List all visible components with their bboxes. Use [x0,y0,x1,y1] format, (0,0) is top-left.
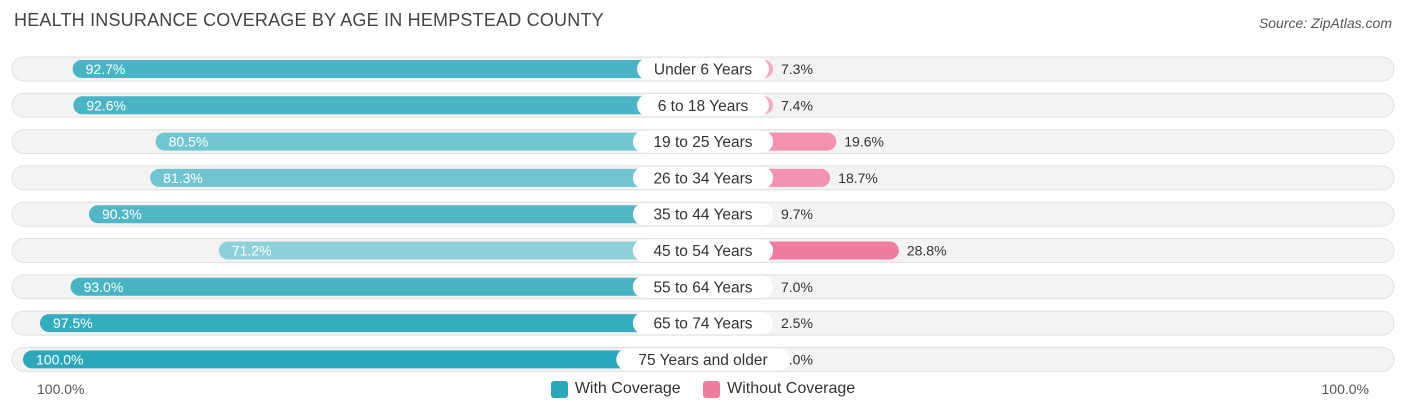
with-coverage-bar [70,277,704,296]
with-coverage-label: 92.7% [86,61,126,77]
with-coverage-label: 90.3% [102,206,142,222]
legend-item-without-coverage[interactable]: Without Coverage [703,380,855,398]
with-coverage-label: 81.3% [163,170,203,186]
legend: With Coverage Without Coverage [0,380,1406,403]
without-coverage-label: 7.3% [781,61,813,77]
with-coverage-bar [150,168,703,187]
axis-left-label: 100.0% [37,381,85,397]
without-coverage-label: 28.8% [907,243,947,259]
with-coverage-label: 80.5% [169,134,209,150]
legend-label-without-coverage: Without Coverage [727,380,856,397]
category-label: 6 to 18 Years [658,98,749,115]
legend-label-with-coverage: With Coverage [574,380,681,397]
without-coverage-label: 7.4% [781,97,813,113]
category-label: Under 6 Years [654,62,752,79]
chart-title: HEALTH INSURANCE COVERAGE BY AGE IN HEMP… [14,10,604,30]
legend-swatch-without-coverage [703,380,721,398]
with-coverage-label: 92.6% [86,97,126,113]
chart-row: 92.6% 7.4% 6 to 18 Years [11,92,1395,118]
with-coverage-bar [72,60,703,78]
category-pill [632,275,774,298]
chart-row: 71.2% 28.8% 45 to 54 Years [11,238,1395,263]
legend-swatch-with-coverage [550,380,568,398]
category-label: 55 to 64 Years [653,279,752,296]
category-pill [632,203,774,226]
chart-row: 80.5% 19.6% 19 to 25 Years [11,129,1395,155]
without-coverage-label: 19.6% [844,134,884,150]
category-pill [632,166,774,189]
with-coverage-bar [40,314,703,333]
chart-row: 100.0% 0.0% 75 Years and older [11,346,1395,372]
category-label: 45 to 54 Years [653,243,752,260]
category-pill [637,94,769,117]
category-pill [616,348,790,371]
without-coverage-label: 7.0% [781,279,813,295]
with-coverage-bar [218,241,703,260]
category-pill [632,130,774,153]
without-coverage-label: 9.7% [781,206,813,222]
with-coverage-bar [23,350,703,369]
category-label: 19 to 25 Years [653,134,752,151]
with-coverage-label: 100.0% [36,351,83,367]
category-pill [632,239,774,262]
without-coverage-label: 0.0% [781,351,813,367]
with-coverage-label: 93.0% [84,279,124,295]
axis-right-label: 100.0% [1321,381,1369,397]
with-coverage-bar [155,132,704,151]
chart-row: 93.0% 7.0% 55 to 64 Years [11,274,1395,300]
chart-row: 92.7% 7.3% Under 6 Years [11,56,1395,82]
category-label: 65 to 74 Years [653,316,752,333]
chart-row: 97.5% 2.5% 65 to 74 Years [11,310,1395,336]
category-pill [632,312,774,335]
legend-item-with-coverage[interactable]: With Coverage [550,380,681,398]
category-label: 75 Years and older [638,352,767,369]
category-label: 35 to 44 Years [653,207,752,224]
without-coverage-label: 18.7% [838,170,878,186]
category-label: 26 to 34 Years [653,170,752,187]
with-coverage-bar [88,205,703,224]
with-coverage-label: 71.2% [232,243,272,259]
chart-row: 81.3% 18.7% 26 to 34 Years [11,165,1395,191]
source-note: Source: ZipAtlas.com [1258,15,1392,31]
category-pill [637,58,769,80]
chart-row: 90.3% 9.7% 35 to 44 Years [11,201,1395,227]
with-coverage-label: 97.5% [53,315,93,331]
with-coverage-bar [73,96,703,115]
without-coverage-label: 2.5% [781,315,813,331]
